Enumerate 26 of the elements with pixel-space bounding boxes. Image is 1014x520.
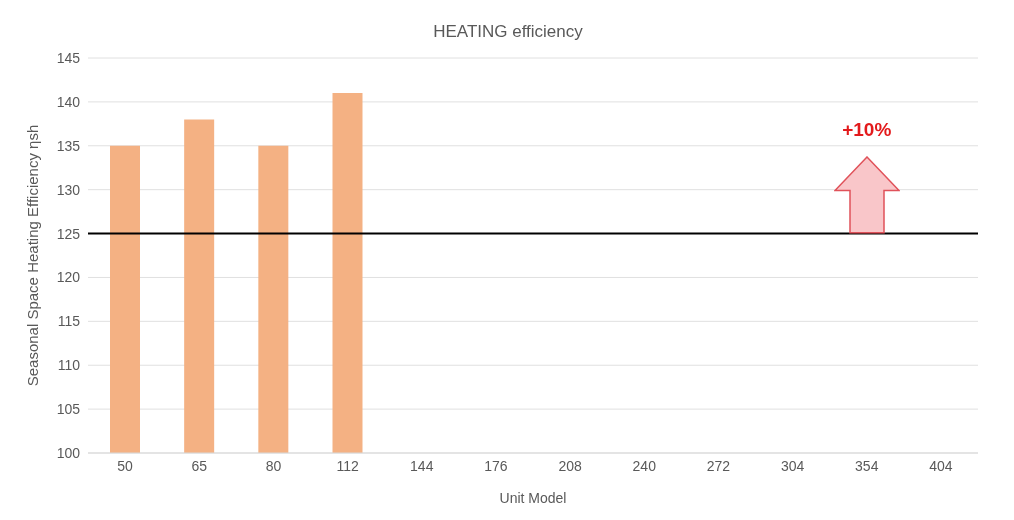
x-tick-label: 176 [484, 457, 508, 474]
y-axis-title: Seasonal Space Heating Efficiency ηsh [24, 124, 42, 387]
y-tick-label: 110 [57, 357, 81, 374]
x-tick-label: 208 [558, 457, 582, 474]
x-tick-label: 65 [191, 457, 208, 474]
y-tick-label: 100 [56, 444, 81, 461]
chart-title: HEATING efficiency [432, 22, 584, 42]
y-tick-label: 130 [56, 181, 81, 198]
x-tick-label: 80 [265, 457, 282, 474]
annotation: +10% [841, 118, 893, 141]
y-tick-label: 115 [57, 313, 81, 330]
x-tick-label: 304 [780, 457, 805, 474]
x-tick-label: 354 [855, 457, 879, 474]
y-tick-label: 145 [56, 49, 81, 66]
x-tick-label: 404 [929, 457, 953, 474]
y-tick-label: 140 [56, 93, 81, 110]
x-axis-title: Unit Model [499, 490, 567, 506]
x-tick-label: 240 [632, 457, 657, 474]
y-tick-label: 135 [56, 137, 81, 154]
x-tick-label: 272 [706, 457, 731, 474]
x-tick-label: 112 [336, 457, 359, 474]
x-tick-label: 144 [410, 457, 434, 474]
y-tick-label: 105 [56, 401, 81, 418]
y-tick-label: 125 [56, 225, 81, 242]
y-tick-label: 120 [56, 269, 81, 286]
x-tick-label: 50 [117, 457, 134, 474]
